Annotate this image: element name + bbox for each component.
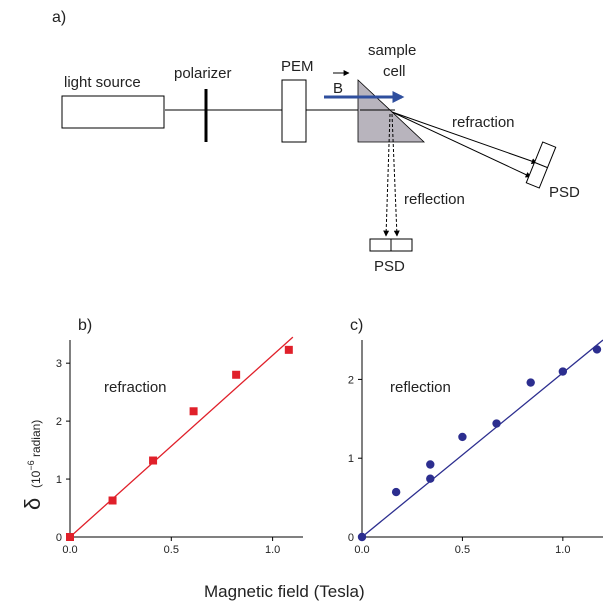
chart-b-data-point: [66, 533, 74, 541]
chart-c-x-tick-label: 0.0: [354, 544, 369, 556]
chart-b-y-tick-label: 3: [56, 358, 62, 370]
sample-label-line2: cell: [383, 63, 406, 80]
chart-c-y-tick-label: 1: [348, 453, 354, 465]
chart-c-annotation: reflection: [390, 379, 451, 396]
chart-b-data-point: [189, 407, 198, 416]
chart-c-fit-line: [361, 339, 603, 538]
chart-b-data-point: [108, 496, 117, 505]
chart-c-data-point: [426, 460, 435, 469]
chart-c-data-point: [526, 378, 535, 387]
pem-label: PEM: [281, 58, 314, 75]
psd-bottom-detector: [369, 238, 413, 252]
chart-c-data-point: [426, 474, 435, 483]
y-axis-symbol: δ: [20, 498, 45, 510]
y-axis-unit-exp: −6: [26, 460, 36, 470]
chart-c-data-point: [357, 532, 367, 542]
chart-c-data-point: [492, 419, 501, 428]
chart-b-x-tick-label: 0.0: [62, 544, 77, 556]
reflection-ray-right: [391, 113, 400, 237]
reflection-label: reflection: [404, 191, 465, 208]
chart-b-data-point: [284, 345, 293, 354]
svg-text:(10−6 radian): (10−6 radian): [26, 420, 43, 488]
chart-c-data-point: [592, 345, 602, 354]
chart-c-x-tick-label: 0.5: [455, 544, 470, 556]
chart-b-x-tick-label: 0.5: [164, 544, 179, 556]
sample-label-line1: sample: [368, 42, 416, 59]
setup-diagram: a) light source polarizer PEM sample cel…: [52, 9, 580, 275]
chart-refraction: b) refraction 0.0 0.5 1.0 0 1 2 3: [56, 317, 303, 556]
chart-b-y-tick-label: 2: [56, 416, 62, 428]
chart-c-data-point: [391, 487, 401, 497]
chart-b-x-tick-label: 1.0: [265, 544, 280, 556]
light-source-box: [61, 95, 165, 129]
chart-c-y-tick-label: 0: [348, 532, 354, 544]
y-axis-label: δ (10−6 radian): [20, 420, 45, 510]
pem-box: [281, 79, 307, 143]
chart-b-fit-line: [69, 336, 294, 538]
x-axis-label: Magnetic field (Tesla): [204, 582, 365, 601]
psd-bottom-label: PSD: [374, 258, 405, 275]
panel-c-label: c): [350, 317, 363, 334]
panel-a-label: a): [52, 9, 66, 26]
chart-b-data-point: [232, 370, 241, 379]
chart-c-data-point: [458, 432, 467, 442]
reflection-ray-left: [383, 113, 391, 237]
b-field-label: B: [333, 80, 343, 97]
chart-c-x-tick-label: 1.0: [555, 544, 570, 556]
light-source-label: light source: [64, 74, 141, 91]
y-axis-unit-pre: (10: [29, 470, 43, 488]
chart-c-y-tick-label: 2: [348, 374, 354, 386]
chart-reflection: c) reflection 0.0 0.5 1.0 0 1 2: [348, 317, 603, 556]
chart-b-y-tick-label: 1: [56, 474, 62, 486]
polarizer-label: polarizer: [174, 65, 232, 82]
y-axis-unit-post: radian): [29, 420, 43, 461]
panel-b-label: b): [78, 317, 92, 334]
refraction-label: refraction: [452, 114, 515, 131]
sample-prism: [357, 79, 426, 143]
psd-right-detector: [525, 141, 557, 189]
refraction-ray-lower: [391, 111, 532, 178]
chart-b-data-point: [149, 456, 158, 465]
chart-b-y-tick-label: 0: [56, 532, 62, 544]
refraction-ray-upper: [391, 111, 538, 165]
psd-right-label: PSD: [549, 184, 580, 201]
chart-c-data-point: [558, 367, 568, 376]
chart-b-annotation: refraction: [104, 379, 167, 396]
